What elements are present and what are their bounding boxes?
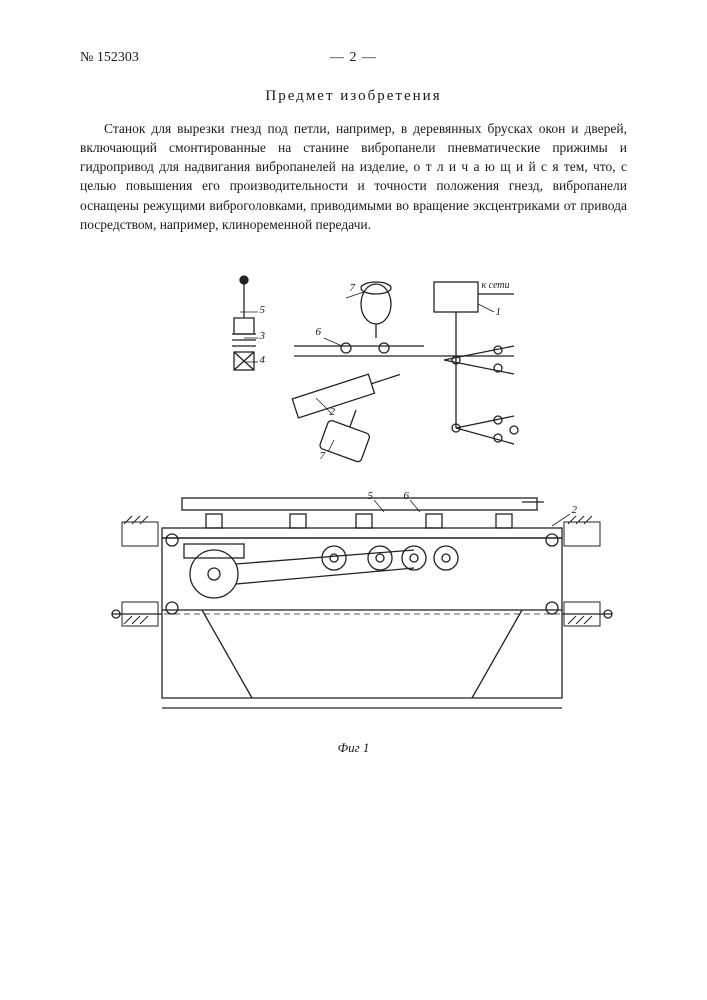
callout-3: 3 — [260, 330, 266, 342]
callout-5b: 5 — [368, 490, 374, 502]
figure-label: Фиг 1 — [338, 740, 370, 756]
callout-2b: 2 — [572, 504, 578, 516]
callout-1: 1 — [496, 306, 502, 318]
section-title: Предмет изобретения — [80, 88, 627, 105]
patent-number: № 152303 — [80, 50, 139, 66]
figure-1: 5 3 4 6 7 1 2 7 5 6 2 к сети Фиг 1 — [84, 268, 624, 808]
claim-text: Станок для вырезки гнезд под петли, напр… — [80, 119, 627, 234]
callout-6: 6 — [316, 326, 322, 338]
callout-6b: 6 — [404, 490, 410, 502]
network-label: к сети — [482, 280, 510, 291]
page-number: — 2 — — [330, 50, 377, 66]
page-header: № 152303 — 2 — № 152303 — [80, 50, 627, 66]
callout-4: 4 — [260, 354, 266, 366]
figure-svg — [84, 268, 624, 808]
callout-7b: 7 — [320, 450, 326, 462]
callout-5: 5 — [260, 304, 266, 316]
callout-2: 2 — [330, 406, 336, 418]
callout-7: 7 — [350, 282, 356, 294]
